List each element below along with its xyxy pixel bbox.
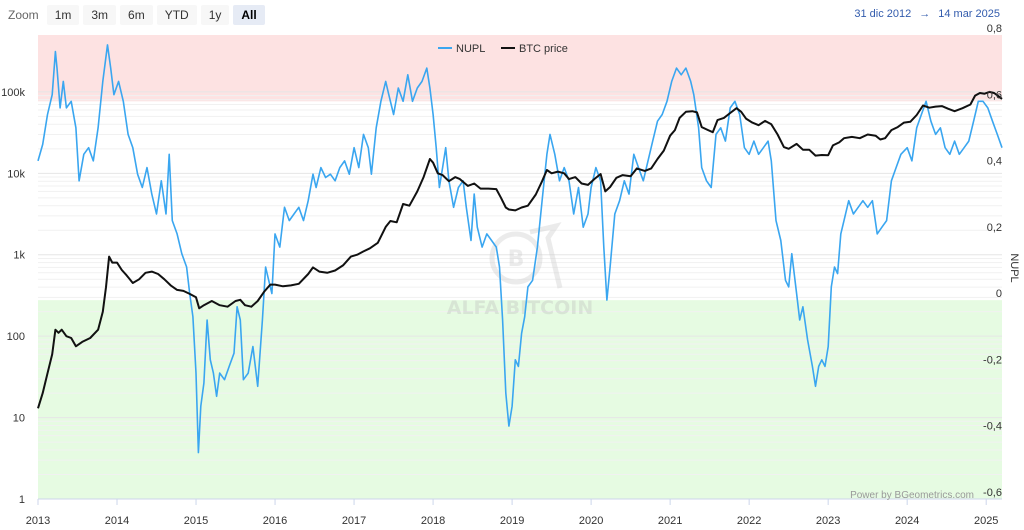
- zoom-button-3m[interactable]: 3m: [83, 5, 117, 25]
- x-tick-label: 2019: [500, 515, 524, 527]
- zone-fear: [38, 300, 1002, 499]
- date-range: 31 dic 2012 → 14 mar 2025: [854, 8, 1000, 20]
- range-to[interactable]: 14 mar 2025: [938, 8, 1000, 20]
- zoom-toolbar: Zoom 1m 3m 6m YTD 1y All: [8, 4, 265, 26]
- y-left-tick-label: 1: [19, 494, 25, 506]
- x-tick-label: 2015: [184, 515, 208, 527]
- y-left-tick-label: 100k: [1, 87, 25, 99]
- zone-greed: [38, 35, 1002, 102]
- watermark-logo-letter: B: [508, 247, 525, 272]
- y-left-tick-label: 1k: [13, 250, 25, 262]
- x-tick-label: 2022: [737, 515, 761, 527]
- x-tick-label: 2013: [26, 515, 50, 527]
- x-tick-label: 2016: [263, 515, 287, 527]
- credit-text[interactable]: Power by BGeometrics.com: [850, 490, 974, 501]
- watermark-logo-mark: [529, 222, 563, 289]
- x-tick-label: 2018: [421, 515, 445, 527]
- x-tick-label: 2024: [895, 515, 919, 527]
- x-tick-label: 2021: [658, 515, 682, 527]
- zoom-button-ytd[interactable]: YTD: [156, 5, 197, 25]
- zoom-button-1y[interactable]: 1y: [200, 5, 230, 25]
- zoom-button-1m[interactable]: 1m: [46, 5, 80, 25]
- legend-nupl-label[interactable]: NUPL: [456, 43, 485, 55]
- y-right-tick-label: 0: [996, 288, 1002, 300]
- y-left-tick-label: 10k: [7, 168, 25, 180]
- range-from[interactable]: 31 dic 2012: [854, 8, 912, 20]
- y-right-tick-label: -0,6: [983, 487, 1002, 499]
- y-right-tick-label: -0,2: [983, 354, 1002, 366]
- zoom-label: Zoom: [8, 8, 39, 22]
- y-right-tick-label: 0,2: [987, 222, 1002, 234]
- y-right-axis-title: NUPL: [1008, 253, 1020, 282]
- range-arrow: →: [919, 8, 931, 20]
- y-right-tick-label: 0,6: [987, 89, 1002, 101]
- y-right-tick-label: 0,8: [987, 23, 1002, 35]
- zoom-button-all[interactable]: All: [233, 5, 265, 25]
- x-tick-label: 2025: [974, 515, 998, 527]
- watermark: B ALFA BITCOIN: [447, 222, 594, 319]
- legend-btc-price-label[interactable]: BTC price: [519, 43, 568, 55]
- x-tick-label: 2014: [105, 515, 129, 527]
- zoom-button-6m[interactable]: 6m: [120, 5, 153, 25]
- y-right-tick-label: -0,4: [983, 421, 1002, 433]
- chart-legend: NUPL BTC price: [438, 43, 568, 55]
- watermark-logo-icon: [489, 231, 543, 285]
- y-left-tick-label: 10: [13, 413, 25, 425]
- x-tick-label: 2020: [579, 515, 603, 527]
- watermark-text: ALFA BITCOIN: [447, 297, 594, 319]
- x-tick-label: 2023: [816, 515, 840, 527]
- y-right-tick-label: 0,4: [987, 156, 1002, 168]
- y-left-tick-label: 100: [7, 331, 25, 343]
- x-tick-label: 2017: [342, 515, 366, 527]
- series-line-btc-price[interactable]: [37, 90, 1003, 409]
- series-line-nupl[interactable]: [37, 44, 1003, 454]
